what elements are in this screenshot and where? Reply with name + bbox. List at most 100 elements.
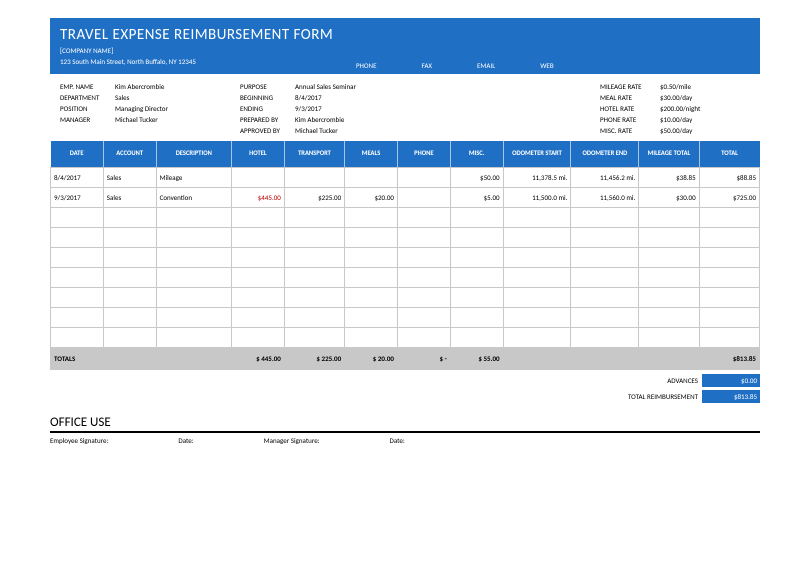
office-use-title: OFFICE USE	[50, 415, 760, 433]
table-row	[51, 287, 760, 307]
cell	[156, 267, 231, 287]
column-header: MILEAGE TOTAL	[639, 141, 699, 167]
info-value: Managing Director	[115, 104, 168, 113]
table-header-row: DATEACCOUNTDESCRIPTIONHOTELTRANSPORTMEAL…	[51, 141, 760, 167]
cell: 11,378.5 mi.	[503, 167, 571, 187]
info-label: MEAL RATE	[600, 93, 660, 102]
cell	[156, 307, 231, 327]
cell: $ 225.00	[284, 347, 344, 369]
cell	[103, 247, 156, 267]
info-pair: BEGINNING8/4/2017	[240, 93, 440, 102]
info-value: Michael Tucker	[115, 115, 158, 124]
rate-info: MILEAGE RATE$0.50/mileMEAL RATE$30.00/da…	[600, 82, 750, 135]
cell: 8/4/2017	[51, 167, 104, 187]
info-label: BEGINNING	[240, 93, 295, 102]
cell	[450, 287, 503, 307]
cell	[103, 227, 156, 247]
info-label: PURPOSE	[240, 82, 295, 91]
info-pair: HOTEL RATE$200.00/night	[600, 104, 750, 113]
cell	[571, 347, 639, 369]
cell	[156, 227, 231, 247]
cell: $ 55.00	[450, 347, 503, 369]
cell	[699, 307, 759, 327]
info-value: Sales	[115, 93, 129, 102]
cell	[450, 227, 503, 247]
cell	[51, 327, 104, 347]
cell	[699, 227, 759, 247]
cell	[345, 267, 398, 287]
cell	[345, 167, 398, 187]
advances-label: ADVANCES	[582, 376, 702, 385]
table-row	[51, 247, 760, 267]
trip-info: PURPOSEAnnual Sales SeminarBEGINNING8/4/…	[240, 82, 440, 135]
company-address: 123 South Main Street, North Buffalo, NY…	[60, 57, 196, 70]
table-row: TOTALS$ 445.00$ 225.00$ 20.00$ -$ 55.00$…	[51, 347, 760, 369]
info-pair: PREPARED BYKim Abercrombie	[240, 115, 440, 124]
column-header: HOTEL	[232, 141, 285, 167]
table-body: 8/4/2017SalesMileage$50.0011,378.5 mi.11…	[51, 167, 760, 369]
cell: $38.85	[639, 167, 699, 187]
info-pair: POSITIONManaging Director	[60, 104, 220, 113]
cell	[232, 327, 285, 347]
phone-label: PHONE	[356, 61, 377, 70]
employee-date-label: Date:	[178, 436, 193, 445]
cell	[397, 207, 450, 227]
employee-info: EMP. NAMEKim AbercrombieDEPARTMENTSalesP…	[60, 82, 220, 135]
info-pair: DEPARTMENTSales	[60, 93, 220, 102]
cell	[450, 247, 503, 267]
info-pair: MANAGERMichael Tucker	[60, 115, 220, 124]
cell	[397, 327, 450, 347]
cell	[450, 307, 503, 327]
column-header: PHONE	[397, 141, 450, 167]
cell	[503, 307, 571, 327]
cell: $20.00	[345, 187, 398, 207]
column-header: DESCRIPTION	[156, 141, 231, 167]
cell	[232, 207, 285, 227]
cell	[639, 347, 699, 369]
table-row: 9/3/2017SalesConvention$445.00$225.00$20…	[51, 187, 760, 207]
cell: $445.00	[232, 187, 285, 207]
cell: $ 20.00	[345, 347, 398, 369]
cell	[232, 167, 285, 187]
column-header: MEALS	[345, 141, 398, 167]
cell: Sales	[103, 167, 156, 187]
cell	[397, 227, 450, 247]
cell	[103, 267, 156, 287]
expense-form: TRAVEL EXPENSE REIMBURSEMENT FORM [COMPA…	[50, 18, 760, 445]
cell	[639, 307, 699, 327]
cell: 11,560.0 mi.	[571, 187, 639, 207]
info-value: Kim Abercrombie	[295, 115, 344, 124]
cell	[571, 287, 639, 307]
info-label: PHONE RATE	[600, 115, 660, 124]
info-label: MILEAGE RATE	[600, 82, 660, 91]
cell	[103, 307, 156, 327]
cell	[571, 307, 639, 327]
cell	[639, 327, 699, 347]
info-pair: MISC. RATE$50.00/day	[600, 126, 750, 135]
cell	[51, 307, 104, 327]
cell	[345, 227, 398, 247]
cell	[699, 247, 759, 267]
cell	[232, 307, 285, 327]
cell	[232, 287, 285, 307]
cell: Convention	[156, 187, 231, 207]
cell	[571, 327, 639, 347]
form-header: TRAVEL EXPENSE REIMBURSEMENT FORM [COMPA…	[50, 18, 760, 74]
info-pair: PHONE RATE$10.00/day	[600, 115, 750, 124]
column-header: ODOMETER END	[571, 141, 639, 167]
cell	[503, 347, 571, 369]
cell	[156, 327, 231, 347]
expense-table: DATEACCOUNTDESCRIPTIONHOTELTRANSPORTMEAL…	[50, 141, 760, 370]
cell	[639, 227, 699, 247]
table-row	[51, 327, 760, 347]
cell	[51, 227, 104, 247]
table-row: 8/4/2017SalesMileage$50.0011,378.5 mi.11…	[51, 167, 760, 187]
cell	[639, 287, 699, 307]
signature-row: Employee Signature: Date: Manager Signat…	[50, 436, 760, 445]
cell	[503, 227, 571, 247]
column-header: ODOMETER START	[503, 141, 571, 167]
info-pair: MILEAGE RATE$0.50/mile	[600, 82, 750, 91]
cell: 11,456.2 mi.	[571, 167, 639, 187]
total-reimbursement-label: TOTAL REIMBURSEMENT	[582, 392, 702, 401]
table-row	[51, 207, 760, 227]
